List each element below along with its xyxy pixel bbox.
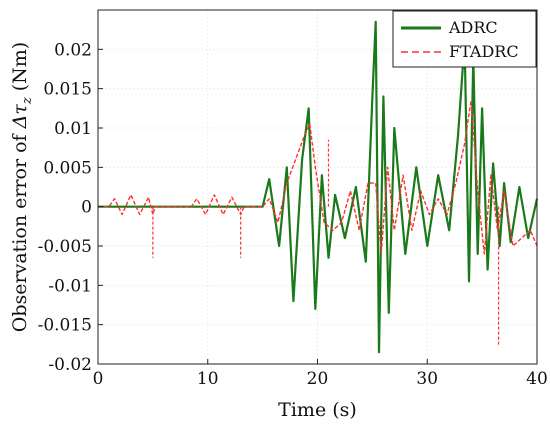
y-axis-title-subscript: z (20, 97, 35, 105)
legend-box (392, 10, 537, 68)
y-axis-title-prefix: Observation error of (9, 128, 31, 332)
legend-label-ftadrc: FTADRC (449, 42, 519, 61)
x-axis-title: Time (s) (278, 399, 357, 421)
y-tick-label: 0.01 (54, 119, 92, 139)
y-axis-title: Observation error of Δτz (Nm) (9, 42, 35, 332)
legend: ADRC FTADRC (392, 10, 537, 68)
y-tick-label: -0.02 (48, 355, 92, 375)
y-tick-label: 0.02 (54, 40, 92, 60)
x-tick-label: 40 (526, 369, 548, 389)
y-tick-label: 0.015 (43, 80, 92, 100)
y-axis-title-suffix: (Nm) (9, 42, 31, 98)
y-tick-label: 0.005 (43, 158, 92, 178)
series-layer (98, 20, 539, 354)
ticks: 0 10 20 30 40 -0.02 -0.015 -0.01 -0.005 0 0.005 0.0… (38, 40, 548, 389)
y-tick-label: -0.015 (38, 316, 92, 336)
x-tick-label: 0 (93, 369, 104, 389)
y-tick-label: 0 (81, 198, 92, 218)
y-axis-title-symbol: Δτ (9, 104, 31, 130)
series-line-ftadrc (98, 99, 538, 255)
y-tick-label: -0.01 (48, 276, 92, 296)
x-tick-label: 10 (197, 369, 219, 389)
x-tick-label: 20 (307, 369, 329, 389)
legend-label-adrc: ADRC (448, 18, 498, 37)
x-tick-label: 30 (416, 369, 438, 389)
y-tick-label: -0.005 (38, 237, 92, 257)
series-line-adrc (98, 20, 539, 354)
